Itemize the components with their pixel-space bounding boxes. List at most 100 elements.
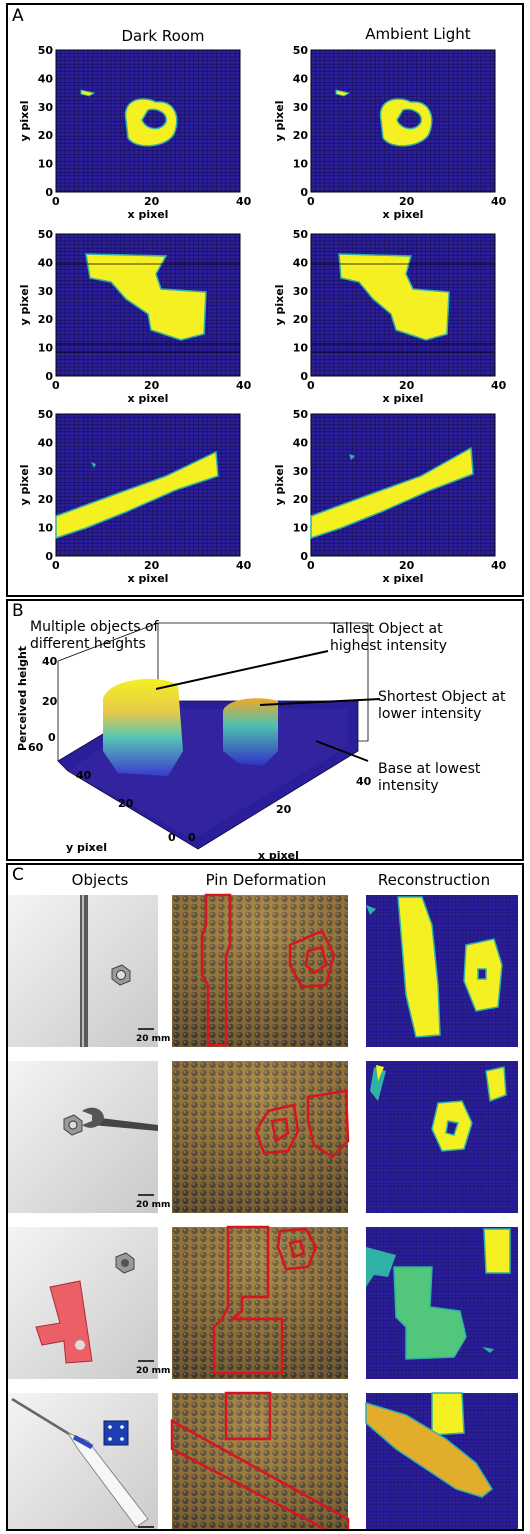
y-tick-label: 30 <box>38 101 54 114</box>
pin-deformation-row4 <box>170 1391 350 1529</box>
object-photo-wrench-nut <box>8 1061 158 1213</box>
x-axis-label: x pixel <box>128 208 169 221</box>
annotation-base: Base at lowest intensity <box>378 761 480 795</box>
y-tick-label: 50 <box>38 44 54 57</box>
y-tick-label: 10 <box>38 158 54 171</box>
panel-b-title: Multiple objects of different heights <box>30 619 159 652</box>
x-axis-label: x pixel <box>383 572 424 585</box>
column-title-reconstruction: Reconstruction <box>377 871 491 889</box>
y-axis-label: y pixel <box>18 101 31 142</box>
y-tick-label: 40 <box>38 256 54 269</box>
z-tick-20: 20 <box>42 695 58 708</box>
y-tick-label: 30 <box>38 285 54 298</box>
annotation-tallest-line2: highest intensity <box>330 638 448 654</box>
panel-c-label: C <box>12 865 24 885</box>
object-photo-lblock-nut <box>8 1227 158 1379</box>
x-tick-label: 0 <box>307 379 315 392</box>
x-tick-label: 20 <box>144 195 160 208</box>
y-tick-label: 30 <box>293 101 309 114</box>
heatmap-dark-row3 <box>55 413 241 557</box>
pin-deformation-row3 <box>172 1225 348 1379</box>
y-tick-label: 50 <box>293 228 309 241</box>
reconstruction-row2 <box>366 1061 518 1213</box>
x-tick-20: 20 <box>276 803 292 816</box>
panel-b-surface-plot: 40 20 0 60 40 20 0 0 20 40 y pixel x pix… <box>16 622 381 859</box>
y-tick-label: 40 <box>293 256 309 269</box>
x-tick-label: 0 <box>52 195 60 208</box>
scale-bar-label: 20 mm <box>136 1366 170 1376</box>
annotation-tallest-line1: Tallest Object at <box>330 621 443 637</box>
z-tick-0: 0 <box>48 731 56 744</box>
column-title-ambient-light: Ambient Light <box>365 25 471 43</box>
y-tick-label: 20 <box>293 313 309 326</box>
heatmap-ambient-row1 <box>310 49 496 193</box>
x-tick-label: 0 <box>307 559 315 572</box>
x-tick-label: 20 <box>144 559 160 572</box>
x-tick-label: 40 <box>236 559 252 572</box>
y-tick-label: 10 <box>293 522 309 535</box>
x-tick-label: 0 <box>52 559 60 572</box>
x-axis-label: x pixel <box>258 849 299 859</box>
y-tick-label: 30 <box>293 285 309 298</box>
y-tick-label: 30 <box>38 465 54 478</box>
object-photo-rod-nut <box>8 895 158 1047</box>
y-axis-label: y pixel <box>66 841 107 854</box>
reconstruction-row4 <box>365 1392 518 1529</box>
annotation-tallest: Tallest Object at highest intensity <box>330 621 447 655</box>
y-tick-label: 20 <box>38 493 54 506</box>
x-axis-label: x pixel <box>128 392 169 405</box>
pin-deformation-row2 <box>172 1061 350 1213</box>
y-tick-label: 50 <box>293 44 309 57</box>
y-tick-label: 0 <box>45 186 53 199</box>
y-tick-label: 50 <box>38 408 54 421</box>
x-tick-label: 40 <box>236 195 252 208</box>
y-tick-label: 30 <box>293 465 309 478</box>
y-tick-label: 40 <box>38 72 54 85</box>
y-tick-label: 40 <box>293 436 309 449</box>
x-tick-label: 40 <box>236 379 252 392</box>
y-tick-label: 20 <box>293 493 309 506</box>
y-tick-label: 10 <box>38 522 54 535</box>
reconstruction-row1 <box>366 895 518 1047</box>
x-tick-label: 0 <box>52 379 60 392</box>
column-title-dark-room: Dark Room <box>121 27 205 45</box>
x-axis-label: x pixel <box>383 208 424 221</box>
x-axis-label: x pixel <box>128 572 169 585</box>
panel-a-heatmaps: 0 20 40 0 10 20 30 40 50 x pixel y pixel 0 20 40 0 10 20… <box>18 44 507 585</box>
x-tick-40: 40 <box>356 775 372 788</box>
x-tick-label: 40 <box>491 379 507 392</box>
y-axis-label: y pixel <box>18 465 31 506</box>
x-tick-label: 0 <box>307 195 315 208</box>
heatmap-ambient-row3 <box>310 413 496 557</box>
heatmap-dark-row1 <box>55 49 241 193</box>
annotation-base-line1: Base at lowest <box>378 761 481 777</box>
z-tick-40: 40 <box>42 655 58 668</box>
y-tick-label: 20 <box>38 313 54 326</box>
y-tick-label: 0 <box>45 550 53 563</box>
y-tick-label: 50 <box>38 228 54 241</box>
y-tick-label: 0 <box>300 186 308 199</box>
y-tick-60: 60 <box>28 741 44 754</box>
y-tick-label: 0 <box>300 370 308 383</box>
y-axis-label: y pixel <box>273 465 286 506</box>
y-tick-40: 40 <box>76 769 92 782</box>
y-tick-label: 0 <box>300 550 308 563</box>
y-tick-label: 10 <box>293 158 309 171</box>
y-axis-label: y pixel <box>273 101 286 142</box>
panel-a: A Dark Room Ambient Light <box>6 3 524 597</box>
panel-a-label: A <box>12 6 24 26</box>
heatmap-dark-row2 <box>55 233 241 377</box>
x-tick-label: 20 <box>399 559 415 572</box>
y-tick-label: 0 <box>45 370 53 383</box>
y-tick-label: 50 <box>293 408 309 421</box>
y-axis-label: y pixel <box>18 285 31 326</box>
z-axis-label: Perceived height <box>16 646 29 751</box>
annotation-shortest-line2: lower intensity <box>378 706 482 722</box>
y-tick-0: 0 <box>168 831 176 844</box>
x-tick-label: 20 <box>399 379 415 392</box>
x-tick-label: 40 <box>491 195 507 208</box>
column-title-pin-deformation: Pin Deformation <box>205 871 327 889</box>
y-tick-label: 40 <box>293 72 309 85</box>
annotation-base-line2: intensity <box>378 778 439 794</box>
